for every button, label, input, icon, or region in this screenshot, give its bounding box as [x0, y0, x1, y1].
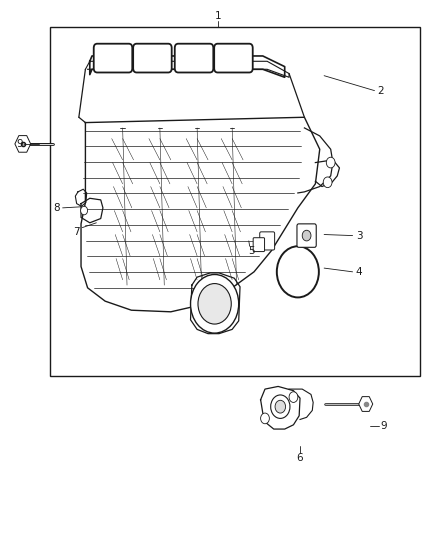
- Text: 9: 9: [380, 422, 387, 431]
- FancyBboxPatch shape: [214, 44, 253, 72]
- Text: 2: 2: [378, 86, 385, 95]
- FancyBboxPatch shape: [253, 238, 265, 252]
- Circle shape: [289, 392, 298, 402]
- FancyBboxPatch shape: [175, 44, 213, 72]
- Circle shape: [275, 400, 286, 413]
- Circle shape: [326, 157, 335, 168]
- Circle shape: [302, 230, 311, 241]
- FancyBboxPatch shape: [297, 224, 316, 247]
- Circle shape: [271, 395, 290, 418]
- Circle shape: [191, 274, 239, 333]
- Text: 7: 7: [73, 227, 80, 237]
- Bar: [50, 27, 420, 376]
- Circle shape: [198, 284, 231, 324]
- Circle shape: [323, 177, 332, 188]
- Text: 1: 1: [214, 11, 221, 21]
- Text: 3: 3: [356, 231, 363, 240]
- Text: 6: 6: [297, 454, 304, 463]
- Text: 9: 9: [16, 139, 23, 149]
- Text: 4: 4: [356, 267, 363, 277]
- Text: 8: 8: [53, 203, 60, 213]
- Circle shape: [261, 413, 269, 424]
- FancyBboxPatch shape: [260, 232, 275, 250]
- Circle shape: [81, 206, 88, 215]
- FancyBboxPatch shape: [133, 44, 172, 72]
- Text: 5: 5: [248, 246, 255, 255]
- FancyBboxPatch shape: [94, 44, 132, 72]
